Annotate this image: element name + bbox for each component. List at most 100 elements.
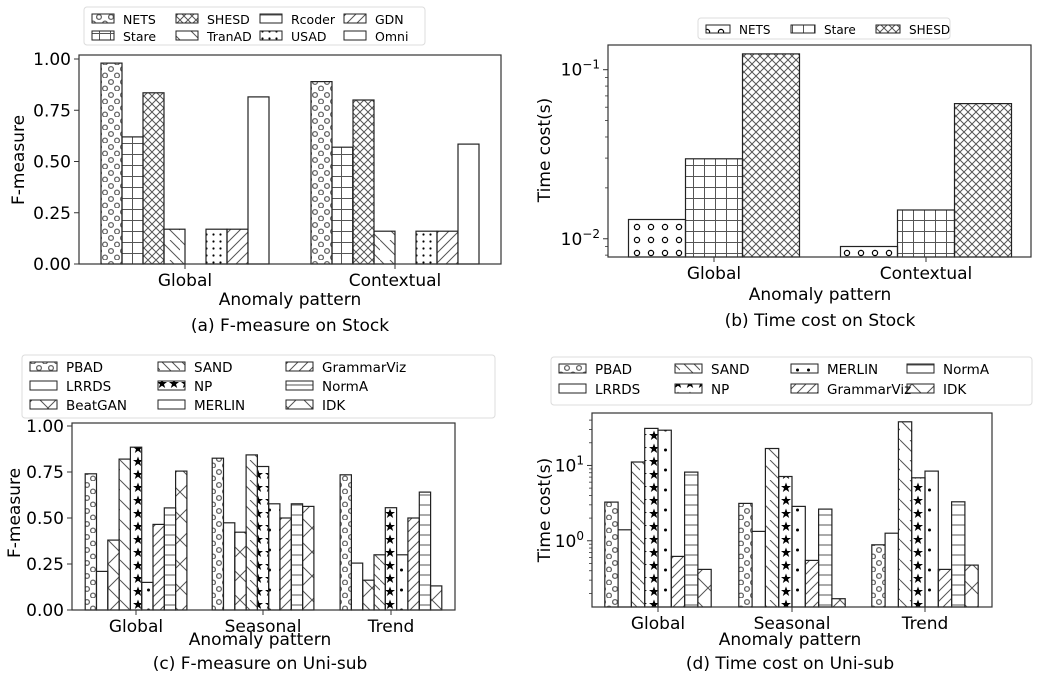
bar-grammarviz-trend <box>407 517 420 611</box>
legend-swatch-sand <box>674 363 703 374</box>
bar-beatgan-trend <box>362 579 375 611</box>
legend-label-beatgan: BeatGAN <box>66 398 127 414</box>
legend-a: NETS Stare SHESD TranAD Rcoder USAD GDN Omni <box>83 6 426 46</box>
legend-label-pbad: PBAD <box>66 360 103 376</box>
legend-swatch-grammarviz <box>285 361 314 372</box>
legend-swatch-np <box>157 380 186 391</box>
legend-label-shesd: SHESD <box>207 12 250 27</box>
panel-a-f-measure-stock: NETS Stare SHESD TranAD Rcoder USAD GDN Omni 0.… <box>9 6 502 336</box>
legend-label-np: NP <box>194 379 212 395</box>
bar-omni-contextual <box>457 143 480 265</box>
bar-merlin-seasonal <box>791 505 806 608</box>
bar-pbad-global <box>84 473 98 611</box>
x-axis-label-a: Anomaly pattern <box>219 290 361 310</box>
x-tick-label-global: Global <box>158 271 212 291</box>
legend-label-idk: IDK <box>943 382 967 398</box>
legend-item-np: NP <box>157 379 212 395</box>
bar-usad-global <box>205 228 228 265</box>
legend-item-sand: SAND <box>157 360 233 376</box>
legend-swatch-nets <box>705 24 731 34</box>
legend-label-gdn: GDN <box>375 12 404 27</box>
legend-label-lrrds: LRRDS <box>595 382 640 398</box>
legend-item-pbad: PBAD <box>29 360 103 376</box>
legend-item-lrrds: LRRDS <box>558 382 640 398</box>
legend-swatch-rcoder <box>259 13 283 24</box>
bar-grammarviz-seasonal <box>279 517 292 611</box>
bar-lrrds-seasonal <box>222 522 236 611</box>
legend-swatch-merlin <box>157 399 186 410</box>
bar-lrrds-trend <box>350 562 364 611</box>
legend-label-stare: Stare <box>824 23 856 37</box>
y-axis-label-d: Time cost(s) <box>535 458 555 563</box>
legend-swatch-nets <box>91 13 115 24</box>
legend-label-np: NP <box>711 382 729 398</box>
y-tick-label: 0.25 <box>26 555 64 575</box>
legend-item-stare: Stare <box>790 23 856 37</box>
bar-merlin-trend <box>924 470 939 608</box>
bar-shesd-global <box>741 53 801 258</box>
legend-swatch-lrrds <box>558 383 587 394</box>
legend-label-nets: NETS <box>739 23 771 37</box>
bar-idk-trend <box>429 585 443 611</box>
legend-swatch-stare <box>91 30 115 41</box>
bar-sand-global <box>630 461 646 608</box>
bar-nets-global <box>100 62 123 265</box>
y-axis-label-b: Time cost(s) <box>535 98 555 203</box>
bar-lrrds-global <box>617 529 632 608</box>
bar-sand-trend <box>897 421 913 608</box>
legend-label-pbad: PBAD <box>595 362 632 378</box>
bar-grammarviz-trend <box>937 568 953 608</box>
y-tick-label: 0.00 <box>26 601 64 621</box>
x-tick-label-contextual: Contextual <box>880 264 973 284</box>
bar-gdn-global <box>226 228 249 265</box>
y-axis-c: 0.00 0.25 0.50 0.75 1.00 <box>26 417 72 621</box>
bar-nets-contextual <box>839 245 899 258</box>
y-tick-label: 0.50 <box>33 153 71 173</box>
bar-norma-seasonal <box>290 503 304 611</box>
legend-item-shesd: SHESD <box>175 12 250 27</box>
bar-np-trend <box>911 477 926 608</box>
legend-item-sand: SAND <box>674 362 750 378</box>
y-tick-label: 0.50 <box>26 509 64 529</box>
legend-label-idk: IDK <box>322 398 346 414</box>
bar-nets-global <box>627 218 687 258</box>
y-axis-d: 100 101 <box>555 419 592 594</box>
legend-label-sand: SAND <box>711 362 750 378</box>
bar-idk-global <box>175 470 188 611</box>
legend-swatch-pbad <box>558 363 587 374</box>
bar-norma-trend <box>950 501 966 608</box>
legend-label-grammarviz: GrammarViz <box>827 382 911 398</box>
y-tick-label: 0.75 <box>26 463 64 483</box>
legend-label-norma: NormA <box>322 379 369 395</box>
bar-norma-global <box>163 507 177 611</box>
legend-item-nets: NETS <box>91 12 156 27</box>
legend-item-shesd: SHESD <box>875 23 950 37</box>
legend-swatch-beatgan <box>29 399 58 410</box>
x-tick-label-global: Global <box>687 264 741 284</box>
legend-swatch-lrrds <box>29 380 58 391</box>
legend-d: PBAD LRRDS SAND NP MERLIN GrammarViz NormA IDK <box>550 356 1033 406</box>
bar-sand-seasonal <box>764 447 780 608</box>
bar-beatgan-global <box>107 539 120 611</box>
bar-idk-seasonal <box>831 598 846 608</box>
x-tick-label-trend: Trend <box>367 617 415 637</box>
legend-label-omni: Omni <box>375 29 408 44</box>
x-tick-label-global: Global <box>109 617 163 637</box>
legend-swatch-omni <box>343 30 367 41</box>
legend-frame <box>21 354 496 419</box>
bar-lrrds-global <box>95 570 109 611</box>
bar-idk-global <box>697 568 712 608</box>
x-axis-label-b: Anomaly pattern <box>749 285 891 305</box>
bars-c <box>84 446 443 611</box>
bar-stare-contextual <box>331 146 354 265</box>
legend-item-stare: Stare <box>91 29 156 44</box>
bar-np-seasonal <box>778 475 793 608</box>
bar-np-trend <box>384 507 398 611</box>
y-axis-b: 10−2 10−1 <box>561 58 608 256</box>
caption-c: (c) F-measure on Uni-sub <box>153 654 368 674</box>
bar-idk-seasonal <box>302 505 315 611</box>
legend-swatch-usad <box>259 30 283 41</box>
legend-swatch-merlin <box>790 363 819 374</box>
legend-swatch-norma <box>906 363 935 374</box>
